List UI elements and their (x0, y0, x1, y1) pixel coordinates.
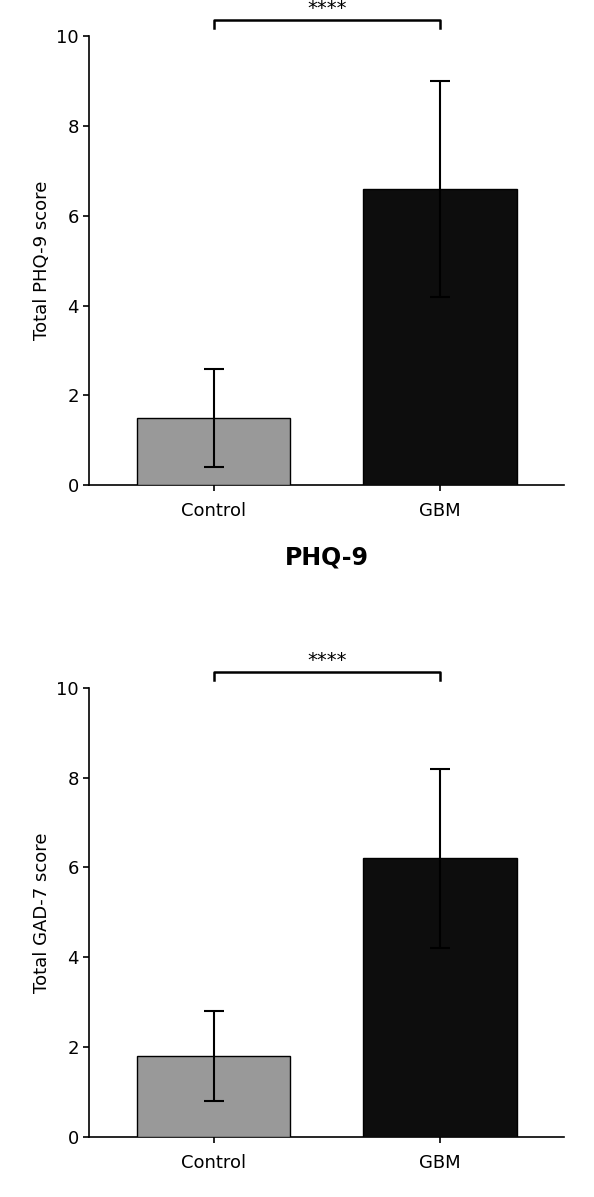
Text: ****: **** (307, 0, 346, 18)
Bar (363, 189, 517, 486)
Y-axis label: Total PHQ-9 score: Total PHQ-9 score (33, 181, 50, 340)
Y-axis label: Total GAD-7 score: Total GAD-7 score (33, 832, 50, 992)
Bar (137, 1056, 290, 1137)
X-axis label: PHQ-9: PHQ-9 (285, 545, 369, 569)
Text: ****: **** (307, 651, 346, 669)
Bar (363, 858, 517, 1137)
Bar (137, 418, 290, 486)
